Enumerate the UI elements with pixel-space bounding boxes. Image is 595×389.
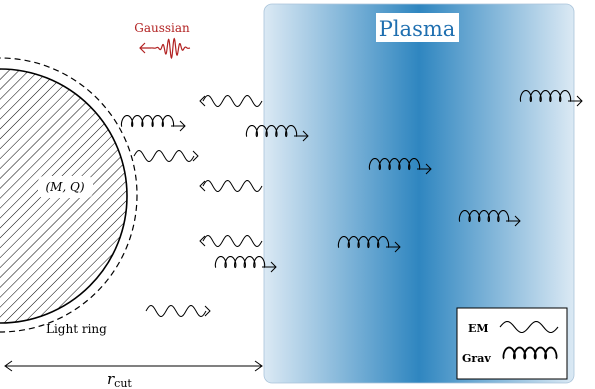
bh-label-box: [38, 176, 93, 198]
em-wave-arrow: [199, 179, 263, 193]
gaussian-pulse: [139, 37, 191, 60]
em-wave-arrow: [133, 149, 199, 163]
legend-box: [456, 307, 568, 380]
grav-coil-arrow: [368, 157, 432, 175]
wave-arrows: [120, 89, 583, 318]
r-cut-arrow: [4, 360, 263, 372]
plasma-slab: [263, 3, 575, 384]
legend-grav-icon: [502, 346, 558, 360]
light-ring-label: Light ring: [46, 322, 107, 336]
light-ring-circle: [0, 57, 138, 333]
bh-label: (M, Q): [45, 180, 84, 194]
gaussian-label: Gaussian: [134, 21, 190, 35]
grav-coil-arrow: [120, 114, 186, 132]
em-wave-arrow: [199, 234, 263, 248]
plasma-title: Plasma: [379, 17, 456, 41]
legend-icons: [499, 320, 559, 360]
legend-em-label: EM: [468, 322, 489, 335]
grav-coil-arrow: [519, 89, 583, 107]
legend-grav-label: Grav: [462, 352, 491, 365]
grav-coil-arrow: [458, 209, 521, 227]
grav-coil-arrow: [337, 235, 401, 253]
r-cut-label: rcut: [107, 370, 132, 389]
em-wave-arrow: [145, 304, 211, 318]
grav-coil-arrow: [245, 124, 309, 142]
grav-coil-arrow: [214, 255, 277, 273]
em-wave-arrow: [199, 94, 263, 108]
legend-em-icon: [499, 320, 559, 334]
plasma-title-box: [376, 13, 459, 42]
